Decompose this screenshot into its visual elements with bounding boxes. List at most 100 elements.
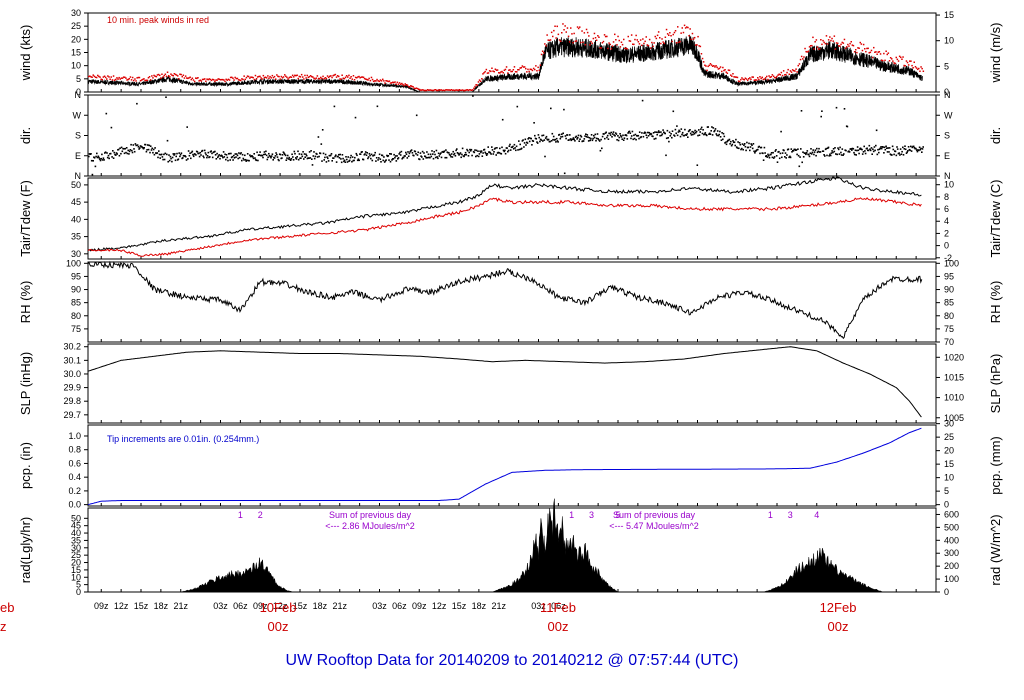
wind-peak-point [875, 51, 877, 53]
wind-peak-point [919, 70, 921, 72]
wind-peak-point [175, 74, 178, 76]
pcp-left-tick-label: 0.0 [68, 500, 81, 510]
dir-series-point [732, 140, 734, 142]
wind-peak-point [593, 32, 596, 35]
wind-peak-point [253, 78, 256, 81]
wind-peak-point [493, 70, 495, 73]
dir-series-point [221, 155, 223, 157]
wind-peak-point [829, 36, 831, 38]
dir-series-point [822, 150, 825, 152]
dir-series-point [123, 148, 125, 150]
wind-peak-point [916, 68, 919, 71]
dir-series-point [460, 156, 462, 159]
wind-peak-point [855, 49, 857, 51]
dir-series-point [445, 156, 448, 159]
dir-series-point [103, 159, 105, 161]
dir-series-point [451, 156, 454, 158]
slp-left-tick-label: 29.7 [63, 410, 81, 420]
wind-peak-point [566, 27, 569, 29]
dir-series-point [569, 134, 571, 136]
dir-series-point [611, 136, 613, 138]
dir-series-point [840, 151, 842, 154]
dir-series-point [709, 133, 712, 135]
x-tick-label: 06z [233, 601, 248, 611]
wind-peak-point [491, 67, 493, 69]
dir-series-point [338, 153, 340, 156]
wind-peak-point [454, 89, 456, 92]
dir-series-point [529, 137, 532, 140]
wind-peak-point [534, 68, 536, 71]
dir-series-point [195, 154, 197, 156]
dir-series-point [649, 133, 651, 136]
wind-peak-point [401, 82, 403, 85]
dir-series-point [574, 140, 576, 142]
dir-series-point [526, 142, 529, 144]
dir-series-point [736, 147, 739, 149]
wind-peak-point [174, 73, 177, 76]
wind-peak-point [223, 79, 225, 81]
wind-peak-point [234, 76, 236, 79]
x-tick-label: 09z [94, 601, 109, 611]
dir-series-point [449, 154, 452, 157]
wind-peak-point [411, 85, 413, 88]
wind-peak-point [732, 73, 734, 75]
dir-series-point [715, 133, 718, 135]
wind-peak-point [629, 40, 632, 42]
wind-peak-point [134, 78, 136, 80]
dir-series-point [909, 149, 911, 152]
wind-peak-point [896, 58, 899, 61]
rad-marker-label: 1 [238, 510, 243, 520]
dir-series-point [751, 147, 754, 150]
wind-peak-point [616, 44, 618, 46]
wind-peak-point [276, 74, 278, 76]
wind-peak-point [199, 79, 201, 81]
dir-series-point [241, 153, 244, 156]
wind-peak-point [196, 77, 198, 80]
dir-series-point [480, 151, 482, 154]
wind-peak-point [604, 35, 607, 38]
dir-series-point [106, 156, 109, 159]
wind-peak-point [759, 76, 761, 78]
wind-series-line [87, 34, 923, 93]
wind-left-tick-label: 15 [71, 48, 81, 58]
dir-series-point [178, 152, 180, 154]
dir-series-point [399, 151, 401, 154]
wind-peak-point [650, 47, 652, 49]
wind-peak-point [689, 28, 691, 30]
dir-series-point [175, 155, 177, 158]
wind-peak-point [686, 26, 688, 28]
wind-peak-point [730, 74, 732, 76]
wind-peak-point [369, 79, 372, 82]
wind-peak-point [857, 47, 859, 49]
dir-series-point [711, 134, 714, 136]
wind-peak-point [216, 79, 218, 81]
dir-series-point [120, 146, 123, 149]
wind-peak-point [637, 41, 640, 43]
dir-series-point [671, 136, 673, 139]
dir-series-point [512, 148, 515, 150]
wind-peak-point [794, 70, 796, 72]
wind-peak-point [575, 40, 578, 42]
dir-series-point [689, 132, 692, 135]
dir-series-point [856, 146, 859, 148]
dir-series-point [108, 157, 110, 160]
rad-right-axis-label: rad (W/m^2) [988, 514, 1003, 585]
wind-peak-point [430, 89, 432, 91]
wind-peak-point [827, 39, 830, 41]
dir-series-point [728, 138, 731, 141]
wind-peak-point [839, 45, 841, 47]
wind-peak-point [149, 79, 152, 81]
dir-series-point [889, 153, 892, 155]
wind-peak-point [200, 80, 203, 82]
wind-peak-point [117, 78, 119, 80]
wind-peak-point [743, 79, 745, 81]
dir-series-point [660, 134, 663, 137]
wind-peak-point [728, 69, 731, 72]
dir-series-point [850, 148, 852, 150]
dir-series-point [883, 152, 885, 154]
dir-series-point [337, 155, 339, 158]
dir-series-point [642, 135, 645, 138]
rad-right-tick-label: 0 [944, 587, 949, 597]
dir-series-point [172, 153, 175, 155]
wind-peak-point [277, 75, 279, 78]
